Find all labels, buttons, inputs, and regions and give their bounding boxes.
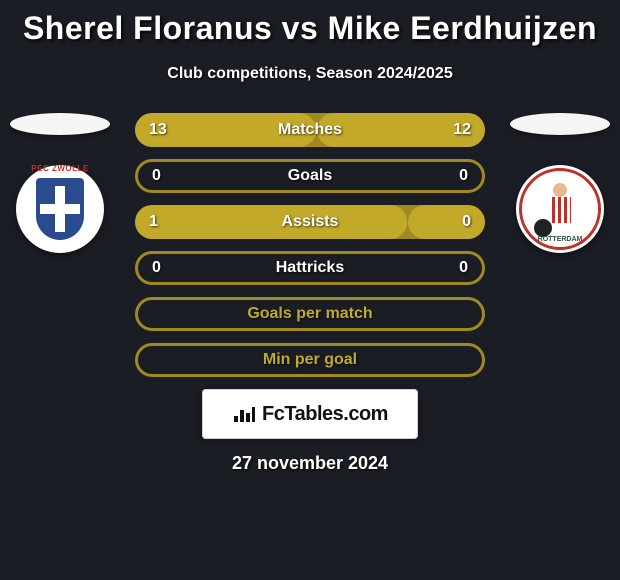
stat-row-assists: 1 Assists 0 [135,205,485,239]
stat-hattricks-right-val: 0 [459,259,468,277]
comparison-layout: PEC ZWOLLE 13 Matches 12 0 Goals 0 1 Ass… [0,113,620,377]
stat-assists-right-seg [408,205,485,239]
stat-assists-left-seg [135,205,408,239]
site-logo-box: FcTables.com [202,389,418,439]
single-gpm-label: Goals per match [247,305,372,323]
stat-assists-right-val: 0 [462,213,471,231]
single-mpg-label: Min per goal [263,351,357,369]
right-club-ball-icon [534,219,552,237]
stat-bars: 13 Matches 12 0 Goals 0 1 Assists 0 0 Ha… [135,113,485,377]
single-row-gpm: Goals per match [135,297,485,331]
subtitle: Club competitions, Season 2024/2025 [0,65,620,83]
date-label: 27 november 2024 [0,453,620,474]
page-title: Sherel Floranus vs Mike Eerdhuijzen [0,0,620,47]
right-club-subtext: ROTTERDAM [538,236,583,243]
left-club-badge: PEC ZWOLLE [16,165,104,253]
right-club-stripes-icon [549,197,571,223]
stat-goals-right-val: 0 [459,167,468,185]
single-row-mpg: Min per goal [135,343,485,377]
stat-assists-label: Assists [282,213,339,231]
stat-matches-label: Matches [278,121,342,139]
right-club-badge: ROTTERDAM [516,165,604,253]
stat-assists-left-val: 1 [149,213,158,231]
stat-row-matches: 13 Matches 12 [135,113,485,147]
site-logo-text: FcTables.com [262,403,388,426]
stat-row-goals: 0 Goals 0 [135,159,485,193]
left-country-oval [10,113,110,135]
stat-goals-label: Goals [288,167,332,185]
bar-chart-icon [232,404,256,424]
stat-matches-left-val: 13 [149,121,167,139]
stat-hattricks-left-val: 0 [152,259,161,277]
right-club-ring: ROTTERDAM [519,168,601,250]
right-country-oval [510,113,610,135]
left-club-name: PEC ZWOLLE [31,164,88,173]
stat-hattricks-label: Hattricks [276,259,344,277]
stat-row-hattricks: 0 Hattricks 0 [135,251,485,285]
left-player-side: PEC ZWOLLE [10,113,110,253]
left-club-shield: PEC ZWOLLE [36,178,84,240]
right-player-side: ROTTERDAM [510,113,610,253]
stat-matches-right-val: 12 [453,121,471,139]
stat-goals-left-val: 0 [152,167,161,185]
